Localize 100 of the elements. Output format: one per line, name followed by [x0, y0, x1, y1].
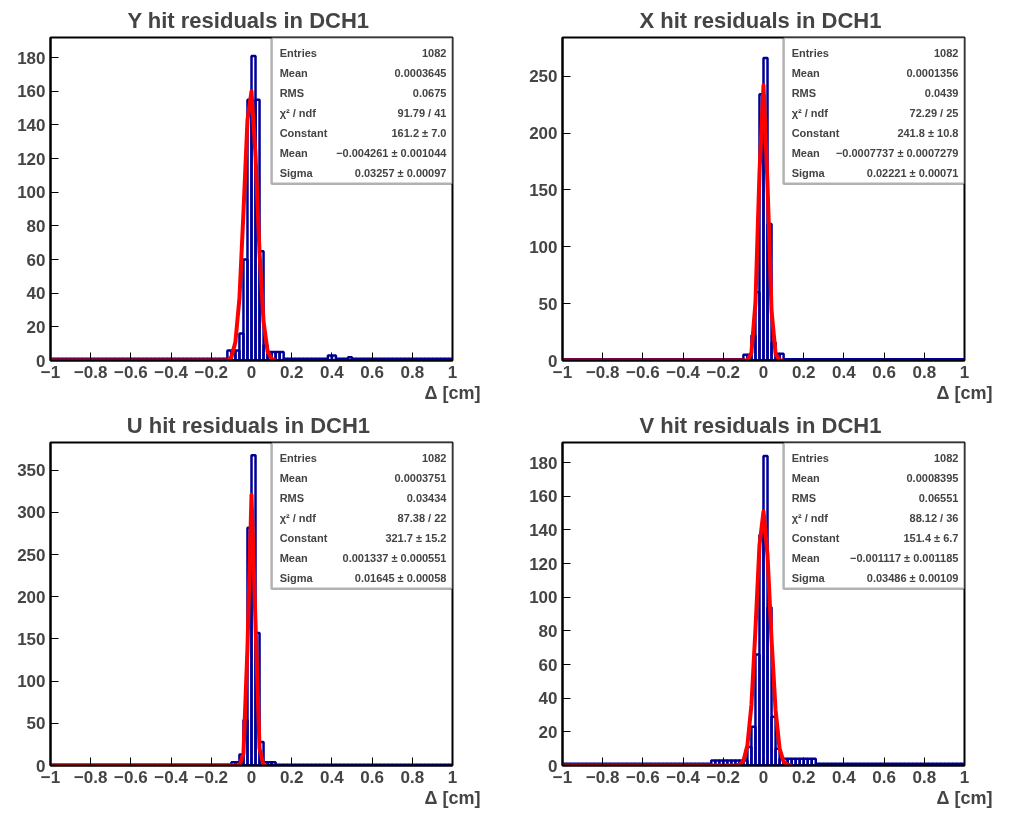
- annotation: 0.02221 ± 0.00071: [866, 166, 959, 179]
- annotation: −0.004261 ± 0.001044: [336, 146, 448, 159]
- annotation: RMS: [791, 86, 817, 99]
- x-tick-label: 0: [246, 362, 257, 382]
- chart-title: Y hit residuals in DCH1: [127, 7, 370, 33]
- annotation: Mean: [279, 66, 309, 79]
- y-tick-label: 100: [17, 672, 46, 692]
- y-tick-label: 60: [26, 250, 46, 270]
- x-tick-label: 0.8: [912, 362, 937, 382]
- x-tick-label: 1: [447, 767, 458, 787]
- x-tick-label: 1: [959, 767, 970, 787]
- x-tick-label: −0.6: [114, 767, 148, 787]
- annotation: 0.01645 ± 0.00058: [354, 571, 447, 584]
- y-tick-label: 150: [17, 630, 46, 649]
- x-tick-label: 0.2: [279, 362, 304, 382]
- annotation: Mean: [791, 66, 821, 79]
- annotation: Mean: [279, 551, 309, 564]
- y-tick-label: 80: [26, 216, 46, 236]
- annotation: RMS: [279, 491, 305, 504]
- x-tick-label: −0.6: [626, 362, 660, 382]
- annotation: Sigma: [791, 166, 826, 179]
- x-tick-label: 0.4: [832, 767, 857, 787]
- annotation: −0.001117 ± 0.001185: [849, 551, 959, 564]
- x-tick-label: 0.4: [320, 362, 345, 382]
- annotation: 0.03486 ± 0.00109: [866, 571, 959, 584]
- chart-title: X hit residuals in DCH1: [639, 7, 882, 33]
- y-tick-label: 20: [26, 317, 46, 337]
- x-tick-label: 1: [959, 362, 970, 382]
- chart-title: V hit residuals in DCH1: [639, 412, 882, 438]
- annotation: Sigma: [279, 166, 314, 179]
- y-tick-label: 160: [17, 82, 46, 102]
- x-tick-label: −0.2: [194, 767, 229, 787]
- y-tick-label: 50: [26, 714, 46, 734]
- annotation: 1082: [422, 46, 447, 59]
- y-tick-label: 180: [529, 453, 558, 473]
- x-tick-label: 1: [447, 362, 458, 382]
- x-tick-label: 0.6: [872, 767, 896, 787]
- x-tick-label: −0.6: [114, 362, 148, 382]
- y-tick-label: 180: [17, 48, 46, 68]
- y-tick-label: 100: [17, 183, 46, 203]
- annotation: Sigma: [791, 571, 826, 584]
- x-tick-label: 0.2: [791, 767, 816, 787]
- annotation: Mean: [791, 146, 821, 159]
- y-tick-label: 60: [538, 655, 558, 675]
- x-axis-title: Δ [cm]: [424, 382, 481, 403]
- x-tick-label: 0: [758, 362, 769, 382]
- x-tick-label: −0.4: [666, 362, 701, 382]
- y-tick-label: 120: [17, 149, 46, 169]
- y-tick-label: 250: [529, 67, 558, 87]
- x-tick-label: −0.4: [666, 767, 701, 787]
- y-tick-label: 250: [17, 545, 46, 565]
- x-tick-label: −0.8: [73, 767, 108, 787]
- x-tick-label: 0: [246, 767, 257, 787]
- y-tick-label: 150: [529, 180, 558, 200]
- annotation: 321.7 ± 15.2: [385, 531, 447, 544]
- x-tick-label: 0.8: [400, 767, 425, 787]
- annotation: Mean: [791, 551, 821, 564]
- annotation: 151.4 ± 6.7: [903, 531, 959, 544]
- x-tick-label: 0.8: [400, 362, 425, 382]
- y-tick-label: 50: [538, 294, 558, 314]
- x-tick-label: 0.4: [832, 362, 857, 382]
- annotation: 0.0439: [924, 86, 959, 99]
- annotation: Entries: [791, 451, 829, 464]
- y-tick-label: 200: [17, 587, 46, 607]
- annotation: 0.03434: [406, 491, 448, 504]
- x-tick-label: 0.2: [791, 362, 816, 382]
- annotation: Constant: [279, 126, 328, 139]
- y-tick-label: 140: [17, 115, 46, 135]
- annotation: Sigma: [279, 571, 314, 584]
- x-tick-label: 0: [758, 767, 769, 787]
- chart-title: U hit residuals in DCH1: [126, 412, 371, 438]
- y-tick-label: 40: [26, 284, 46, 304]
- y-tick-label: 160: [529, 487, 558, 507]
- y-tick-label: 100: [529, 588, 558, 608]
- annotation: 0.03257 ± 0.00097: [354, 166, 447, 179]
- x-tick-label: 0.8: [912, 767, 937, 787]
- x-tick-label: 0.6: [872, 362, 896, 382]
- annotation: Mean: [279, 146, 309, 159]
- x-axis-title: Δ [cm]: [936, 787, 993, 808]
- annotation: 0.001337 ± 0.000551: [342, 551, 447, 564]
- x-axis-title: Δ [cm]: [936, 382, 993, 403]
- x-tick-label: 0.4: [320, 767, 345, 787]
- x-tick-label: −0.8: [585, 767, 620, 787]
- annotation: 0.0003645: [394, 66, 447, 79]
- y-tick-label: 350: [17, 461, 46, 481]
- x-tick-label: −0.2: [706, 362, 741, 382]
- annotation: 161.2 ± 7.0: [391, 126, 447, 139]
- x-tick-label: −0.4: [154, 362, 189, 382]
- annotation: 0.0001356: [906, 66, 959, 79]
- annotation: Mean: [791, 471, 821, 484]
- y-tick-label: 200: [529, 124, 558, 144]
- x-tick-label: −0.2: [706, 767, 741, 787]
- x-tick-label: −0.8: [585, 362, 620, 382]
- y-tick-label: 80: [538, 621, 558, 641]
- annotation: Constant: [791, 531, 840, 544]
- y-tick-label: 300: [17, 503, 46, 523]
- annotation: 0.0003751: [394, 471, 447, 484]
- annotation: RMS: [279, 86, 305, 99]
- annotation: 0.0675: [412, 86, 447, 99]
- y-tick-label: 40: [538, 689, 558, 709]
